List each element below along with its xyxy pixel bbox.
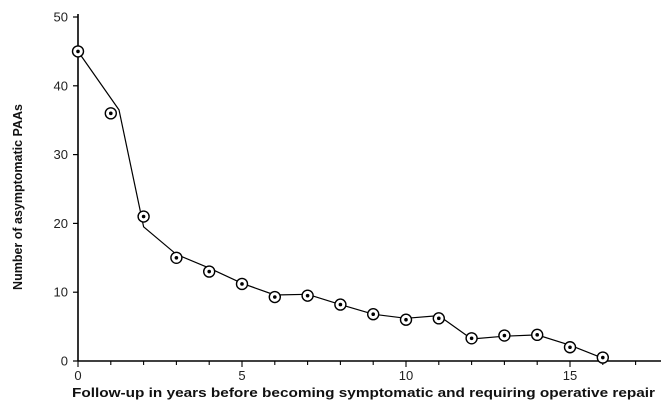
data-point [498,329,511,342]
x-tick-label: 0 [74,368,81,383]
data-point-dot [338,302,343,307]
data-point [268,290,281,304]
data-point [334,298,347,311]
data-point [367,308,380,321]
data-point-dot [305,293,310,298]
data-points [71,45,609,364]
data-point [235,277,249,291]
y-tick-label: 40 [54,78,68,93]
data-point-dot [601,355,605,360]
data-point [596,351,609,364]
data-point [432,312,445,325]
data-point [104,107,118,120]
data-point-dot [174,255,179,260]
data-point-dot [109,111,113,116]
axes [73,14,661,367]
data-point [531,328,544,342]
y-tick-label: 0 [61,354,68,369]
x-tick-label: 10 [399,368,413,383]
data-point-dot [273,295,277,299]
data-point-dot [240,282,244,286]
data-point-dot [76,49,80,54]
trend-line [77,51,604,359]
data-point-dot [535,333,539,337]
data-point [170,251,183,264]
tick-labels: 0 10 20 30 40 50 0 5 10 15 [54,10,578,384]
data-point [301,289,314,302]
data-point-dot [404,317,408,322]
data-point [399,313,413,326]
data-point-dot [469,336,474,341]
y-tick-label: 50 [54,10,68,25]
data-point [465,332,478,345]
x-axis-label: Follow-up in years before becoming sympt… [72,386,655,400]
y-tick-label: 20 [54,216,68,231]
x-tick-label: 5 [238,368,245,383]
data-point-dot [568,345,572,350]
data-point-dot [371,312,376,317]
y-axis-label: Number of asymptomatic PAAs [11,104,25,290]
fit-line [77,51,604,359]
data-point [137,210,150,223]
data-point-dot [207,269,211,274]
data-point-dot [141,214,146,219]
data-point-dot [502,333,507,338]
x-tick-label: 15 [563,368,577,383]
y-tick-label: 30 [54,147,68,162]
y-tick-label: 10 [54,285,68,300]
data-point [71,45,85,58]
data-point [202,265,216,278]
data-point [563,341,577,354]
data-point-dot [437,316,441,321]
